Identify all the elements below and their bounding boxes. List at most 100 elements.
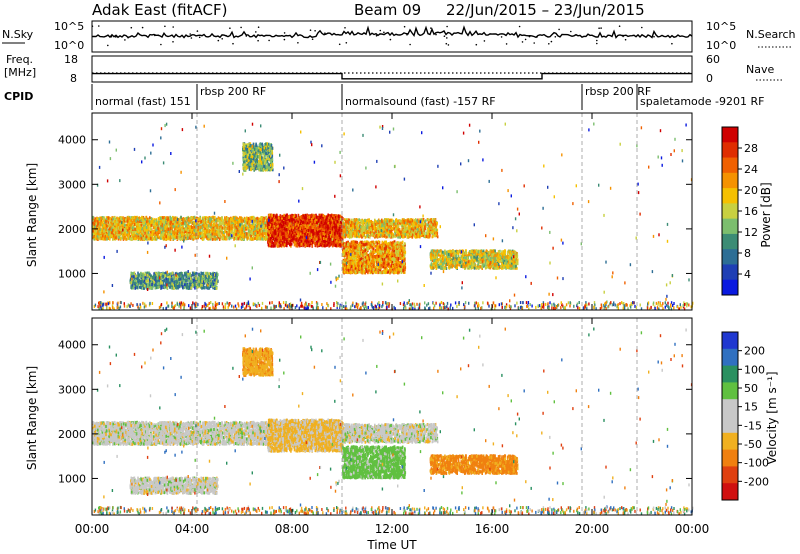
power-echo [125,229,127,232]
nsearch-point [446,37,448,39]
power-echo [106,234,108,237]
power-echo [97,224,99,227]
power-echo [156,232,158,235]
power-echo [237,221,239,224]
power-echo [191,226,193,229]
nsearch-point [232,43,234,45]
nsearch-point [344,27,346,29]
power-echo [191,231,193,234]
nsearch-point [127,37,129,39]
power-echo [230,218,232,221]
power-echo [171,230,173,233]
power-echo [245,222,247,225]
power-echo [257,231,259,234]
power-echo [202,233,204,236]
nsearch-point [596,40,598,42]
power-echo [194,229,196,232]
power-echo [162,216,164,219]
power-echo [190,217,192,220]
power-echo [125,238,127,241]
nsearch-point [596,43,598,45]
power-echo [188,219,190,222]
power-echo [151,231,153,234]
power-echo [215,238,217,241]
power-echo [111,231,113,234]
power-echo [265,230,267,233]
date-range: 22/Jun/2015 – 23/Jun/2015 [446,1,645,19]
nsearch-point [435,34,437,36]
power-echo [120,223,122,226]
power-echo [158,217,160,220]
nsearch-point [430,27,432,29]
power-echo [116,224,118,227]
power-echo [176,232,178,235]
power-echo [98,218,100,221]
power-echo [204,230,206,233]
nsearch-point [555,36,557,38]
power-echo [123,237,125,240]
power-echo [236,233,238,236]
power-echo [207,218,209,221]
power-echo [247,237,249,240]
power-echo [165,230,167,233]
power-echo [146,220,148,223]
power-echo [226,232,228,235]
power-echo [237,234,239,237]
nsearch-point [641,27,643,29]
power-echo [214,216,216,219]
nsearch-point [160,44,162,46]
power-echo [108,217,110,220]
power-echo [126,220,128,223]
power-echo [176,236,178,239]
power-echo [128,217,130,220]
power-echo [266,216,268,219]
nsearch-point [111,36,113,38]
nsearch-point [380,30,382,32]
power-echo [162,220,164,223]
power-echo [146,226,148,229]
freq-panel: Freq. [MHz] 18 8 60 0 Nave [4,53,782,85]
power-echo [229,237,231,240]
nsearch-point [197,30,199,32]
power-echo [220,222,222,225]
power-echo [106,224,108,227]
power-echo [144,227,146,230]
power-echo [253,216,255,219]
power-echo [254,227,256,230]
power-echo [221,217,223,220]
power-echo [251,225,253,228]
nsearch-point [229,27,231,29]
power-echo [151,220,153,223]
power-echo [183,218,185,221]
power-echo [251,230,253,233]
power-echo [144,232,146,235]
cpid-segment: rbsp 200 RF [200,85,266,98]
power-echo [209,235,211,238]
power-echo [185,234,187,237]
nsearch-point [622,36,624,38]
nsearch-point [519,26,521,28]
power-echo [141,227,143,230]
power-echo [130,224,132,227]
power-echo [214,233,216,236]
power-echo [189,227,191,230]
nsearch-point [404,26,406,28]
power-echo [96,238,98,241]
power-echo [199,232,201,235]
power-echo [162,233,164,236]
nsearch-point [92,25,94,27]
power-echo [140,226,142,229]
power-echo [239,233,241,236]
power-echo [160,226,162,229]
power-echo [106,238,108,241]
power-echo [180,238,182,241]
power-echo [134,228,136,231]
power-echo [197,232,199,235]
power-echo [100,217,102,220]
power-echo [160,222,162,225]
power-echo [180,229,182,232]
power-echo [155,222,157,225]
power-echo [123,217,125,220]
power-echo [257,221,259,224]
